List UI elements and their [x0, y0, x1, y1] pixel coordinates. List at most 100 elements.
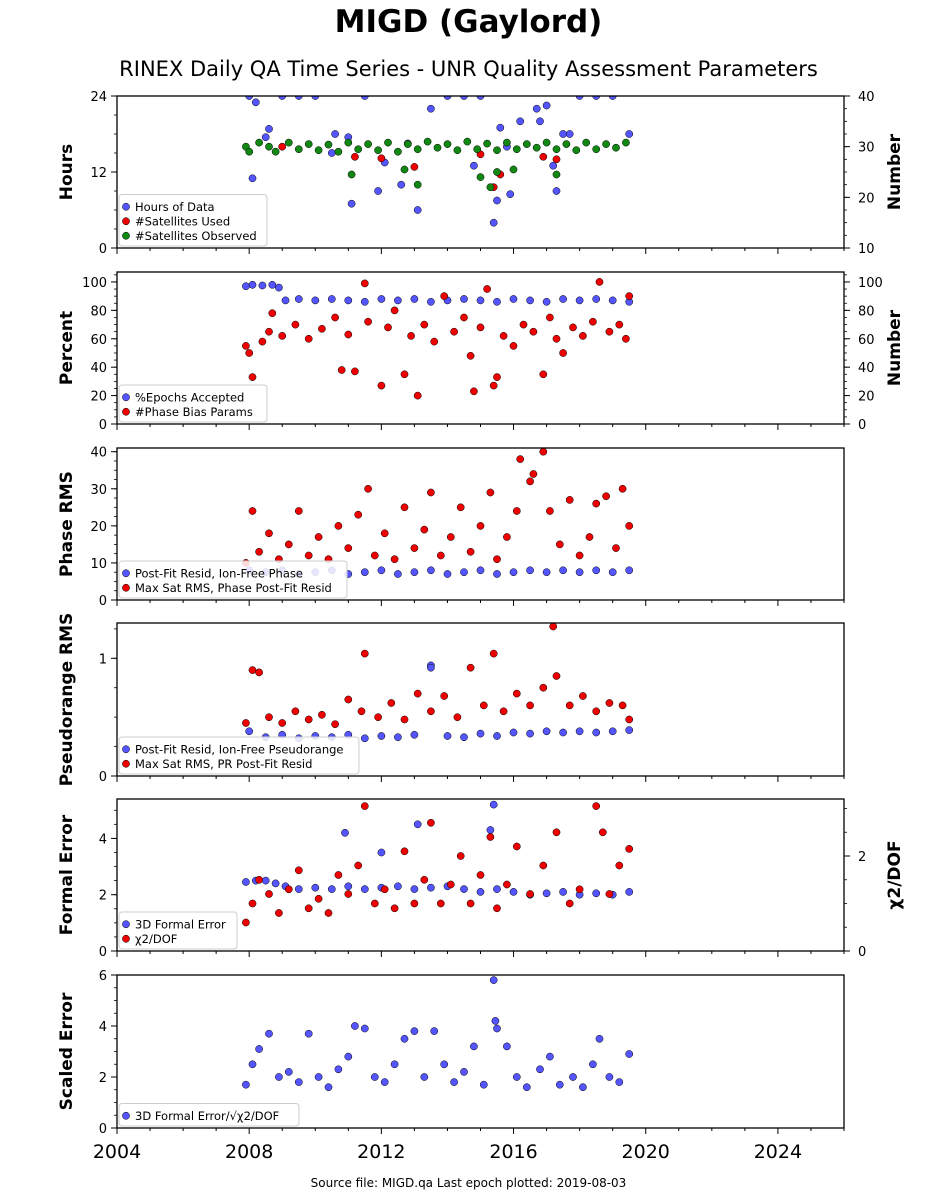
phase-rms-panel-series-1-point: [466, 547, 475, 556]
percent-panel-series-1-point: [400, 370, 409, 379]
formal-error-panel-series-0-point: [592, 889, 601, 898]
formal-error-panel-series-1-point: [625, 845, 634, 853]
percent-panel-series-0-point: [427, 297, 435, 306]
percent-panel-series-0-point: [493, 297, 501, 306]
phase-rms-panel-series-0-point: [360, 568, 369, 577]
pseudorange-rms-panel-series-0-point: [245, 727, 254, 736]
phase-rms-panel-series-1-point: [486, 488, 495, 497]
pseudorange-rms-panel-series-1-point: [565, 701, 574, 710]
percent-panel-series-0-point: [327, 295, 336, 303]
pseudorange-rms-panel-legend-marker: [122, 759, 130, 768]
percent-panel-series-1-point: [489, 381, 498, 390]
hours-panel-series-2-point: [483, 139, 491, 148]
hours-panel-series-0-point: [427, 104, 435, 113]
phase-rms-panel-y-tick-label: 40: [90, 446, 107, 461]
hours-panel-legend-marker: [122, 231, 130, 240]
pseudorange-rms-panel-series-1-point: [440, 692, 449, 700]
formal-error-panel-series-0-point: [261, 876, 270, 885]
hours-panel-legend-marker: [122, 202, 130, 211]
phase-rms-panel-legend-label: Post-Fit Resid, Ion-Free Phase: [135, 566, 303, 580]
formal-error-panel-series-0-point: [625, 888, 634, 896]
formal-error-panel-series-1-point: [466, 899, 475, 908]
scaled-error-panel-series-0-point: [555, 1080, 564, 1089]
scaled-error-panel-series-0-point: [589, 1060, 597, 1069]
scaled-error-panel-y-tick-label: 4: [99, 1020, 107, 1035]
phase-rms-panel-y-tick-label: 0: [99, 594, 107, 609]
formal-error-panel-series-0-point: [410, 885, 419, 893]
scaled-error-panel-series-0-point: [489, 976, 498, 984]
scaled-error-panel-y-tick-label: 2: [99, 1071, 107, 1086]
percent-panel-series-1-point: [278, 332, 287, 340]
phase-rms-panel-series-0-point: [509, 568, 518, 577]
percent-panel-series-0-point: [242, 282, 250, 291]
formal-error-panel-series-0-point: [360, 885, 369, 893]
pseudorange-rms-panel-series-1-point: [331, 720, 339, 729]
pseudorange-rms-panel-series-1-point: [413, 689, 422, 698]
phase-rms-panel-series-1-point: [420, 525, 429, 534]
scaled-error-panel-series-0-point: [334, 1065, 343, 1074]
formal-error-panel-series-0-point: [486, 826, 495, 834]
phase-rms-panel-series-0-point: [493, 570, 501, 578]
percent-panel-series-0-point: [476, 296, 485, 305]
phase-rms-panel-series-1-point: [456, 503, 465, 512]
pseudorange-rms-panel-legend: [118, 736, 360, 775]
percent-panel-series-1-point: [258, 337, 267, 346]
phase-rms-panel-series-1-point: [503, 533, 511, 541]
hours-panel-series-2-point: [284, 138, 293, 147]
hours-panel-y-tick-label: 12: [90, 166, 107, 181]
formal-error-panel-series-1-point: [476, 871, 485, 879]
percent-panel-legend-label: #Phase Bias Params: [135, 405, 253, 419]
hours-panel-series-2-point: [271, 147, 280, 156]
scaled-error-panel-series-0-point: [579, 1083, 587, 1092]
phase-rms-panel-legend-marker: [122, 583, 130, 592]
phase-rms-panel-series-1-point: [255, 547, 263, 556]
formal-error-panel-series-1-point: [493, 904, 501, 913]
scaled-error-panel-series-0-point: [420, 1073, 429, 1081]
percent-panel-series-1-point: [499, 332, 508, 340]
scaled-error-panel-series-0-point: [615, 1078, 624, 1086]
scaled-error-panel-y-label: Scaled Error: [57, 992, 77, 1110]
scaled-error-panel-series-0-point: [410, 1027, 419, 1035]
scaled-error-panel-series-0-point: [380, 1078, 389, 1086]
hours-panel-series-0-point: [559, 130, 567, 138]
source-footer: Source file: MIGD.qa Last epoch plotted:…: [310, 1176, 627, 1190]
pseudorange-rms-panel-series-0-point: [559, 728, 567, 737]
percent-panel-series-1-point: [559, 349, 567, 357]
percent-panel-series-0-point: [394, 296, 402, 305]
scaled-error-panel-series-0-point: [314, 1073, 323, 1081]
pseudorange-rms-panel-series-0-point: [427, 663, 435, 672]
hours-panel-series-0-point: [489, 218, 498, 227]
hours-panel-series-2-point: [463, 137, 472, 146]
percent-panel-series-0-point: [311, 296, 320, 305]
hours-panel-series-1-point: [539, 152, 548, 161]
hours-panel-series-0-point: [542, 101, 551, 110]
hours-panel-series-2-point: [364, 140, 372, 148]
phase-rms-panel-series-1-point: [565, 496, 574, 504]
pseudorange-rms-panel-legend-marker: [122, 745, 130, 754]
phase-rms-panel-series-1-point: [555, 540, 564, 549]
scaled-error-panel-series-0-point: [275, 1073, 283, 1081]
hours-panel-series-0-point: [516, 117, 525, 126]
scaled-error-panel-series-0-point: [242, 1080, 250, 1089]
hours-panel-series-0-point: [532, 104, 541, 113]
hours-panel-series-2-point: [476, 173, 485, 181]
formal-error-panel-series-1-point: [344, 890, 353, 898]
scaled-error-panel-series-0-point: [491, 1017, 500, 1025]
formal-error-panel-series-1-point: [446, 880, 455, 889]
percent-panel-series-1-point: [360, 279, 369, 288]
phase-rms-panel-legend-label: Max Sat RMS, Phase Post-Fit Resid: [135, 581, 332, 595]
percent-panel-series-1-point: [248, 373, 257, 381]
percent-panel-series-1-point: [460, 313, 468, 322]
scaled-error-panel-y-tick-label: 6: [99, 969, 107, 984]
x-tick-label: 2024: [754, 1141, 802, 1163]
phase-rms-panel-series-0-point: [394, 570, 402, 578]
hours-panel-series-0-point: [397, 180, 406, 189]
pseudorange-rms-panel-series-1-point: [242, 719, 250, 727]
percent-panel-y-tick-label: 60: [90, 333, 107, 348]
scaled-error-panel-series-0-point: [522, 1083, 531, 1092]
hours-panel-y-label: Hours: [57, 144, 77, 201]
pseudorange-rms-panel-series-1-point: [374, 713, 382, 722]
pseudorange-rms-panel-series-0-point: [377, 732, 386, 740]
percent-panel-y-tick-label: 20: [90, 390, 107, 405]
phase-rms-panel-series-1-point: [370, 551, 379, 560]
